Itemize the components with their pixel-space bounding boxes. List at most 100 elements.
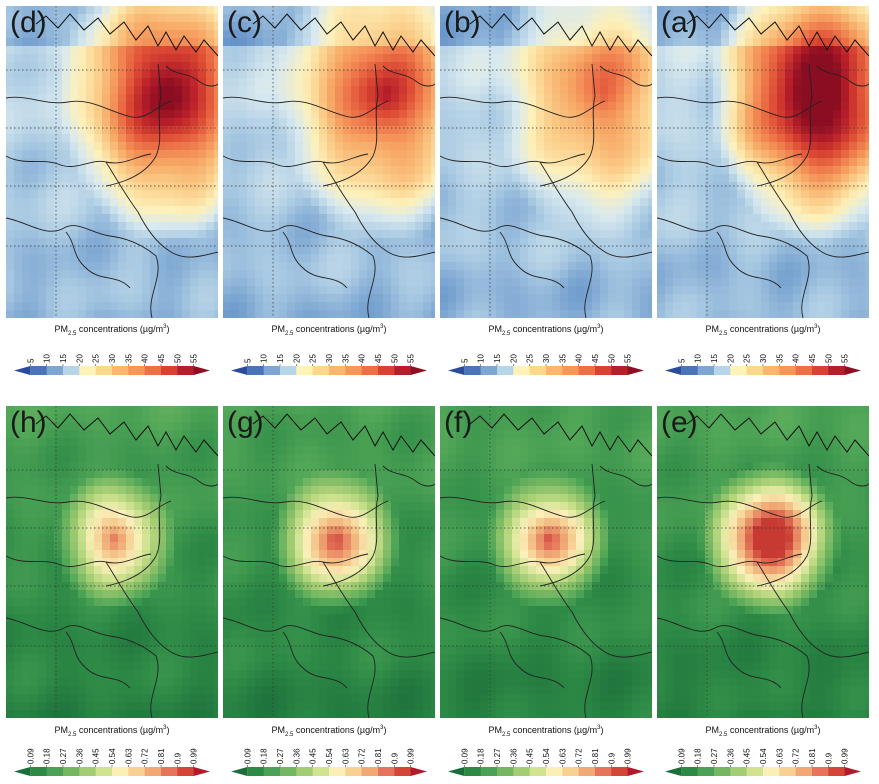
heatmap-cell (456, 246, 465, 255)
heatmap-cell (86, 214, 95, 223)
heatmap-cell (150, 30, 159, 39)
colorbar-tick-label: 45 (374, 354, 383, 363)
heatmap-cell (608, 174, 617, 183)
heatmap-cell (520, 302, 529, 311)
heatmap-cell (745, 262, 754, 271)
heatmap-cell (592, 54, 601, 63)
heatmap-cell (94, 454, 103, 463)
heatmap-cell (584, 46, 593, 55)
heatmap-cell (407, 118, 416, 127)
heatmap-cell (568, 70, 577, 79)
heatmap-cell (777, 190, 786, 199)
colorbar-tick-label: 5 (677, 358, 686, 363)
heatmap-cell (737, 246, 746, 255)
heatmap-cell (319, 142, 328, 151)
heatmap-field (223, 6, 435, 318)
heatmap-cell (6, 206, 15, 215)
heatmap-cell (327, 166, 336, 175)
heatmap-cell (30, 150, 39, 159)
heatmap-cell (665, 118, 674, 127)
heatmap-cell (616, 94, 625, 103)
heatmap-cell (697, 6, 706, 15)
colorbar-tick-label: 20 (292, 354, 301, 363)
heatmap-cell (190, 310, 199, 318)
heatmap-cell (142, 302, 151, 311)
heatmap-cell (399, 38, 408, 47)
heatmap-cell (182, 102, 191, 111)
heatmap-cell (263, 78, 272, 87)
heatmap-cell (78, 30, 87, 39)
heatmap-cell (198, 22, 207, 31)
heatmap-cell (761, 222, 770, 231)
heatmap-cell (158, 198, 167, 207)
heatmap-cell (287, 262, 296, 271)
heatmap-cell (657, 102, 666, 111)
heatmap-cell (247, 230, 256, 239)
heatmap-cell (118, 446, 127, 455)
heatmap-cell (705, 126, 714, 135)
heatmap-cell (817, 46, 826, 55)
heatmap-cell (30, 438, 39, 447)
heatmap-cell (721, 158, 730, 167)
heatmap-cell (608, 30, 617, 39)
colorbar-tick-label: 40 (141, 354, 150, 363)
colorbar-tick-label: 25 (309, 354, 318, 363)
heatmap-cell (673, 206, 682, 215)
heatmap-cell (279, 86, 288, 95)
heatmap-cell (126, 158, 135, 167)
heatmap-cell (544, 230, 553, 239)
heatmap-cell (38, 286, 47, 295)
heatmap-cell (279, 262, 288, 271)
heatmap-cell (118, 262, 127, 271)
heatmap-cell (552, 38, 561, 47)
heatmap-cell (657, 62, 666, 71)
heatmap-cell (793, 190, 802, 199)
heatmap-cell (777, 86, 786, 95)
heatmap-cell (231, 14, 240, 23)
heatmap-cell (359, 150, 368, 159)
heatmap-cell (769, 222, 778, 231)
heatmap-cell (857, 126, 866, 135)
heatmap-cell (480, 238, 489, 247)
heatmap-cell (54, 190, 63, 199)
heatmap-cell (110, 158, 119, 167)
heatmap-cell (705, 190, 714, 199)
heatmap-cell (504, 222, 513, 231)
heatmap-cell (423, 286, 432, 295)
heatmap-cell (825, 222, 834, 231)
heatmap-cell (174, 166, 183, 175)
heatmap-cell (592, 14, 601, 23)
heatmap-cell (632, 150, 641, 159)
heatmap-cell (206, 110, 215, 119)
heatmap-cell (142, 526, 151, 535)
heatmap-cell (287, 206, 296, 215)
heatmap-cell (70, 270, 79, 279)
heatmap-cell (488, 166, 497, 175)
heatmap-cell (488, 190, 497, 199)
heatmap-cell (118, 86, 127, 95)
heatmap-cell (70, 454, 79, 463)
heatmap-cell (110, 166, 119, 175)
heatmap-cell (287, 78, 296, 87)
heatmap-cell (303, 222, 312, 231)
heatmap-cell (94, 478, 103, 487)
heatmap-cell (295, 222, 304, 231)
heatmap-cell (415, 190, 424, 199)
heatmap-cell (689, 102, 698, 111)
heatmap-cell (383, 134, 392, 143)
colorbar-title-row1-1: PM2.5 concentrations (µg/m3) (54, 324, 170, 337)
heatmap-cell (102, 214, 111, 223)
heatmap-cell (263, 206, 272, 215)
heatmap-cell (351, 214, 360, 223)
heatmap-cell (673, 174, 682, 183)
heatmap-cell (753, 230, 762, 239)
heatmap-cell (865, 230, 869, 239)
heatmap-cell (54, 310, 63, 318)
heatmap-cell (512, 94, 521, 103)
heatmap-cell (190, 158, 199, 167)
heatmap-cell (86, 222, 95, 231)
heatmap-cell (6, 558, 15, 567)
heatmap-cell (705, 294, 714, 303)
heatmap-cell (14, 278, 23, 287)
heatmap-cell (14, 6, 23, 15)
